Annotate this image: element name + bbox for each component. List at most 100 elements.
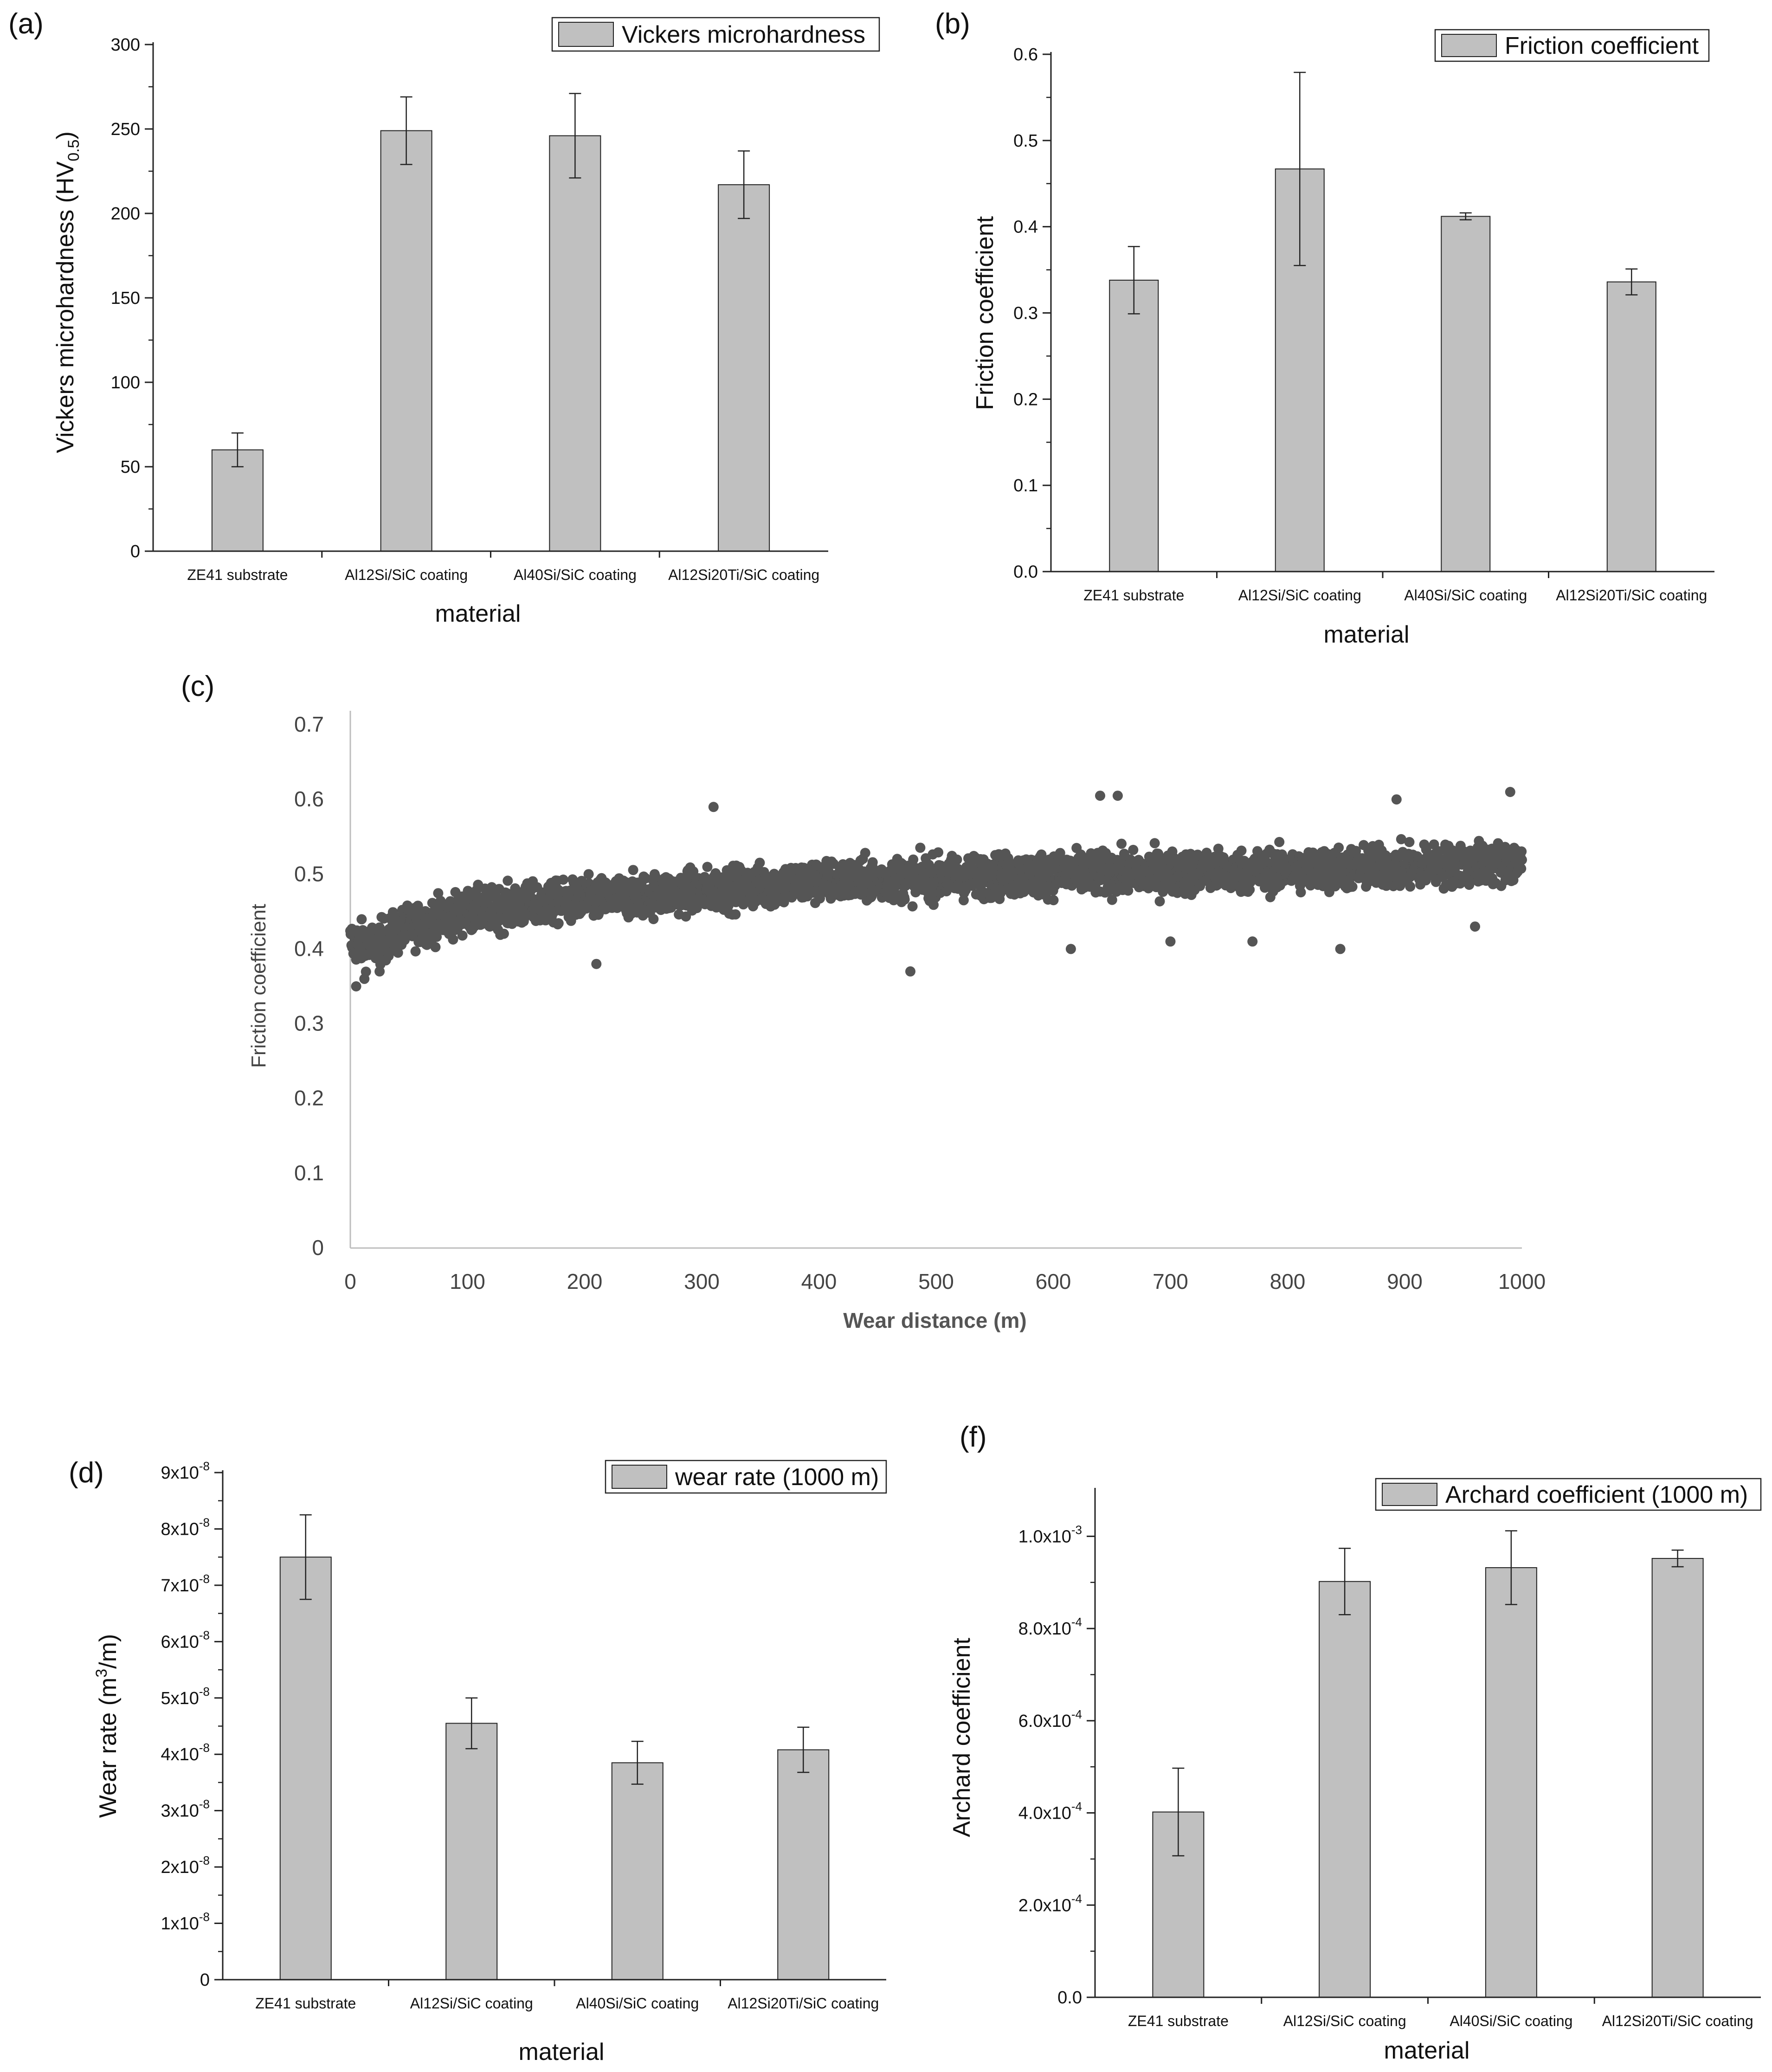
x-axis-title: material (435, 600, 521, 627)
scatter-point (1123, 885, 1134, 896)
scatter-point (1107, 894, 1117, 905)
y-tick-label: 4.0x10-4 (1018, 1800, 1082, 1823)
x-axis-title: material (519, 2039, 605, 2066)
scatter-point (1153, 849, 1164, 859)
y-tick-label: 3x10-8 (161, 1797, 210, 1821)
x-axis-title: material (1384, 2037, 1470, 2064)
bar (777, 1749, 830, 1980)
bar (1109, 279, 1159, 572)
x-tick-label: ZE41 substrate (1083, 587, 1184, 604)
bar (718, 184, 770, 552)
scatter-point (498, 928, 509, 939)
scatter-point (558, 875, 568, 885)
legend: wear rate (1000 m) (605, 1460, 887, 1494)
y-tick-label: 0 (130, 542, 140, 561)
legend-swatch (612, 1465, 667, 1489)
y-tick-label: 0.6 (294, 787, 324, 811)
scatter-point (1065, 944, 1076, 954)
scatter-point (430, 942, 441, 952)
y-tick-label: 0.4 (1013, 218, 1038, 237)
y-tick-label: 0.2 (294, 1086, 324, 1110)
bar (611, 1762, 664, 1981)
x-tick-label: Al12Si/SiC coating (410, 1995, 533, 2012)
y-tick-label: 0.5 (294, 862, 324, 886)
y-tick-label: 4x10-8 (161, 1741, 210, 1764)
scatter-point (435, 895, 446, 906)
scatter-point (1396, 834, 1406, 844)
scatter-point (591, 959, 602, 969)
scatter-point (356, 914, 367, 925)
y-tick-label: 1.0x10-3 (1018, 1523, 1082, 1546)
y-axis-title: Wear rate (m3/m) (93, 1634, 122, 1818)
bar (380, 130, 432, 552)
legend: Friction coefficient (1434, 29, 1710, 62)
scatter-point (708, 802, 719, 812)
y-tick-label: 0.0 (1013, 562, 1038, 582)
panel-label: (a) (8, 8, 44, 40)
legend-label: wear rate (1000 m) (675, 1464, 879, 1491)
legend-swatch (558, 22, 614, 47)
legend-label: Vickers microhardness (622, 21, 865, 48)
chart-panel-f: (f) ZE41 substrate Al12Si/SiC coating Al40S… (948, 1421, 1762, 2064)
x-tick-label: 1000 (1498, 1269, 1546, 1293)
y-tick-label: 0.6 (1013, 45, 1038, 64)
scatter-point (1405, 881, 1416, 892)
x-tick-label: Al40Si/SiC coating (514, 566, 637, 583)
x-tick-label: Al12Si/SiC coating (1283, 2013, 1406, 2029)
y-tick-label: 2.0x10-4 (1018, 1892, 1082, 1915)
scatter-point (359, 973, 370, 984)
x-tick-label: 400 (801, 1269, 837, 1293)
panel-label: (b) (935, 8, 970, 40)
scatter-point (908, 854, 919, 865)
x-tick-label: 100 (450, 1269, 485, 1293)
x-tick-label: Al12Si/SiC coating (1238, 587, 1361, 604)
scatter-point (1347, 882, 1358, 892)
y-tick-label: 1x10-8 (161, 1910, 210, 1934)
scatter-point (907, 901, 918, 912)
scatter-point (702, 862, 713, 872)
scatter-point (899, 894, 910, 905)
x-tick-label: Al40Si/SiC coating (1450, 2013, 1572, 2029)
y-axis-title: Friction coefficient (247, 904, 270, 1068)
scatter-point (583, 869, 594, 880)
scatter-point (1335, 944, 1346, 954)
bar (1606, 281, 1656, 572)
scatter-point (867, 857, 878, 868)
y-axis-title: Archard coefficient (948, 1638, 975, 1837)
y-tick-label: 0.0 (1057, 1988, 1082, 2008)
scatter-point (933, 847, 944, 858)
scatter-point (915, 843, 926, 853)
y-tick-label: 0.4 (294, 936, 324, 960)
y-tick-label: 0.2 (1013, 390, 1038, 409)
scatter-point (448, 934, 458, 945)
y-axis-title: Friction coefficient (972, 216, 999, 410)
y-tick-label: 8x10-8 (161, 1515, 210, 1539)
panel-label: (d) (69, 1457, 104, 1489)
scatter-point (553, 918, 564, 928)
y-tick-label: 2x10-8 (161, 1853, 210, 1877)
x-tick-label: 0 (344, 1269, 356, 1293)
y-tick-label: 6x10-8 (161, 1628, 210, 1652)
y-tick-label: 8.0x10-4 (1018, 1615, 1082, 1639)
scatter-point (1048, 895, 1059, 906)
chart-panel-d: (d) ZE41 substrate Al12Si/SiC coating Al40S… (69, 1457, 887, 2066)
x-tick-label: ZE41 substrate (255, 1995, 356, 2012)
scatter-point (1404, 837, 1415, 847)
scatter-point (754, 857, 765, 868)
y-tick-label: 50 (121, 457, 140, 477)
x-tick-label: 800 (1270, 1269, 1306, 1293)
scatter-point (1470, 921, 1480, 932)
panel-label: (f) (960, 1421, 987, 1453)
legend-label: Friction coefficient (1505, 32, 1699, 59)
legend-swatch (1382, 1483, 1437, 1506)
x-axis-title: material (1324, 621, 1410, 648)
y-tick-label: 7x10-8 (161, 1572, 210, 1596)
y-tick-label: 0.7 (294, 712, 324, 736)
chart-panel-b: (b) ZE41 substrate Al12Si/SiC coating Al40S… (935, 8, 1714, 648)
x-tick-label: 900 (1387, 1269, 1423, 1293)
chart-panel-c: (c) 0 0.1 0.2 0.3 0.4 0.5 0.6 0.7 0 100 200 300 400 50… (181, 670, 1546, 1332)
chart-panel-a: (a) ZE41 substrate Al12Si/SiC coating Al40S… (8, 8, 880, 627)
scatter-point (503, 875, 513, 886)
scatter-point (432, 932, 442, 942)
